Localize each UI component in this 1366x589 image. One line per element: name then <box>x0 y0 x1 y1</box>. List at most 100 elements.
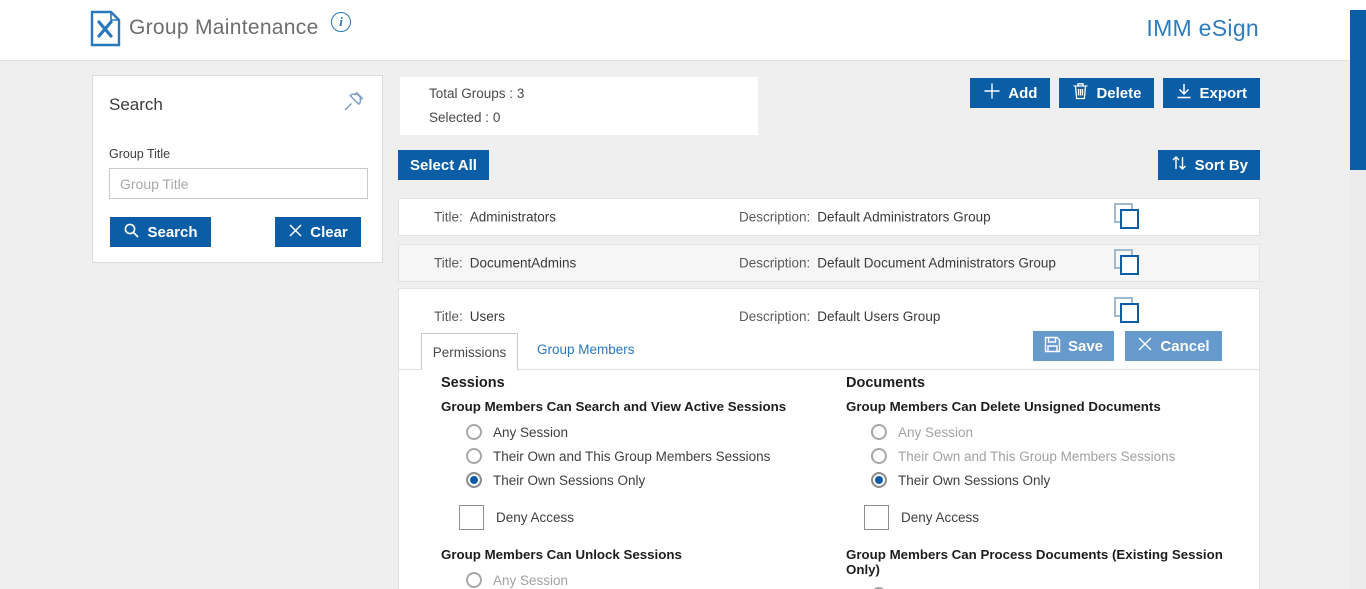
radio-icon[interactable] <box>466 424 482 440</box>
tab-group-members-label: Group Members <box>537 342 635 357</box>
radio-icon[interactable] <box>466 448 482 464</box>
documents-column: Documents Group Members Can Delete Unsig… <box>846 375 1258 589</box>
radio-icon[interactable] <box>871 448 887 464</box>
deny-access-label: Deny Access <box>901 509 980 525</box>
radio-option-their-own-and-group[interactable]: Their Own and This Group Members Session… <box>441 444 841 468</box>
group-title-value: DocumentAdmins <box>469 255 577 271</box>
radio-option-their-own-and-group[interactable]: Their Own and This Group Members Session… <box>846 444 1258 468</box>
tabs-underline <box>399 369 1261 370</box>
documents-heading: Documents <box>846 375 925 391</box>
copy-icon[interactable] <box>1114 203 1141 231</box>
radio-icon[interactable] <box>871 424 887 440</box>
radio-group: Any Session Their Own and This Group Mem… <box>846 420 1258 492</box>
permission-group-title: Group Members Can Search and View Active… <box>441 399 787 414</box>
row-description-cell: Description: Default Users Group <box>739 309 940 324</box>
deny-access-checkbox[interactable] <box>864 504 889 530</box>
group-row-documentadmins[interactable]: Title: DocumentAdmins Description: Defau… <box>398 244 1260 282</box>
permission-group-title: Group Members Can Process Documents (Exi… <box>846 547 1223 577</box>
group-row-users-expanded: Title: Users Description: Default Users … <box>398 288 1261 589</box>
radio-option-any-session[interactable]: Any Session <box>441 568 841 589</box>
deny-access-label: Deny Access <box>496 509 575 525</box>
description-label: Description: <box>739 309 811 324</box>
save-button[interactable]: Save <box>1033 331 1114 361</box>
sessions-heading: Sessions <box>441 375 505 391</box>
add-button[interactable]: Add <box>970 78 1051 108</box>
deny-access-checkbox[interactable] <box>459 504 484 530</box>
total-groups-label: Total Groups : <box>429 86 514 101</box>
select-all-button[interactable]: Select All <box>398 150 489 180</box>
radio-label: Their Own and This Group Members Session… <box>898 448 1176 464</box>
radio-label: Any Session <box>898 424 974 440</box>
group-description-value: Default Document Administrators Group <box>817 255 1056 271</box>
clear-button[interactable]: Clear <box>275 217 361 247</box>
cancel-x-icon <box>1137 336 1153 356</box>
cancel-button-label: Cancel <box>1160 337 1210 355</box>
copy-icon[interactable] <box>1114 249 1141 277</box>
radio-icon[interactable] <box>466 572 482 588</box>
row-description-cell: Description: Default Document Administra… <box>739 256 1056 271</box>
row-title-cell: Title: Users <box>434 309 505 324</box>
tab-group-members[interactable]: Group Members <box>537 342 635 357</box>
copy-icon-front <box>1120 209 1139 229</box>
radio-option-any-session[interactable]: Any Session <box>846 583 1258 589</box>
row-description-cell: Description: Default Administrators Grou… <box>739 210 991 225</box>
row-title-cell: Title: Administrators <box>434 210 556 225</box>
clear-x-icon <box>288 223 303 242</box>
search-button-label: Search <box>147 223 198 241</box>
group-row-administrators[interactable]: Title: Administrators Description: Defau… <box>398 198 1260 236</box>
deny-access-row[interactable]: Deny Access <box>846 504 1258 530</box>
radio-option-their-own-only[interactable]: Their Own Sessions Only <box>441 468 841 492</box>
group-title-value: Users <box>469 309 506 324</box>
selected-label: Selected : <box>429 110 490 125</box>
radio-group: Any Session Their Own and This Group Mem… <box>441 420 841 492</box>
radio-label: Any Session <box>493 572 569 588</box>
pin-icon[interactable] <box>342 89 366 113</box>
radio-option-any-session[interactable]: Any Session <box>846 420 1258 444</box>
copy-icon-front <box>1120 303 1139 323</box>
select-all-label: Select All <box>410 156 477 174</box>
permission-group-title: Group Members Can Delete Unsigned Docume… <box>846 399 1161 414</box>
app-header: Group Maintenance IMM eSign <box>0 0 1366 61</box>
group-title-input[interactable] <box>109 168 368 199</box>
copy-icon[interactable] <box>1114 297 1141 325</box>
plus-icon <box>983 82 1001 104</box>
selected-value: 0 <box>492 110 501 125</box>
radio-label: Their Own Sessions Only <box>898 472 1051 488</box>
add-button-label: Add <box>1008 84 1038 102</box>
radio-option-any-session[interactable]: Any Session <box>441 420 841 444</box>
clear-button-label: Clear <box>310 223 348 241</box>
trash-icon <box>1072 82 1089 104</box>
radio-icon-selected[interactable] <box>871 472 887 488</box>
save-button-label: Save <box>1067 337 1104 355</box>
search-icon <box>123 222 140 243</box>
sort-by-label: Sort By <box>1194 156 1248 174</box>
radio-label: Their Own Sessions Only <box>493 472 646 488</box>
search-button[interactable]: Search <box>110 217 211 247</box>
total-groups-value: 3 <box>516 86 525 101</box>
permission-group-title: Group Members Can Unlock Sessions <box>441 547 682 562</box>
scrollbar-track[interactable] <box>1350 61 1366 589</box>
radio-group: Any Session <box>441 568 841 589</box>
tab-permissions-label: Permissions <box>432 344 507 360</box>
scrollbar-thumb[interactable] <box>1350 10 1366 170</box>
sort-by-button[interactable]: Sort By <box>1157 150 1260 180</box>
radio-option-their-own-only[interactable]: Their Own Sessions Only <box>846 468 1258 492</box>
title-label: Title: <box>434 209 463 225</box>
description-label: Description: <box>739 255 811 271</box>
radio-icon-selected[interactable] <box>466 472 482 488</box>
save-floppy-icon <box>1044 336 1061 357</box>
radio-group: Any Session <box>846 583 1258 589</box>
delete-button[interactable]: Delete <box>1059 78 1155 108</box>
row-title-cell: Title: DocumentAdmins <box>434 256 576 271</box>
info-icon[interactable] <box>331 12 351 32</box>
tab-permissions[interactable]: Permissions <box>421 333 518 370</box>
deny-access-row[interactable]: Deny Access <box>441 504 841 530</box>
search-panel-title: Search <box>109 95 163 114</box>
export-button[interactable]: Export <box>1163 78 1260 108</box>
page-title: Group Maintenance <box>129 16 319 39</box>
group-title-value: Administrators <box>469 209 557 225</box>
selected-line: Selected : 0 <box>429 110 500 125</box>
cancel-button[interactable]: Cancel <box>1125 331 1222 361</box>
search-panel: Search Group Title Search Clear <box>92 75 383 263</box>
group-maintenance-app-icon <box>89 10 122 47</box>
